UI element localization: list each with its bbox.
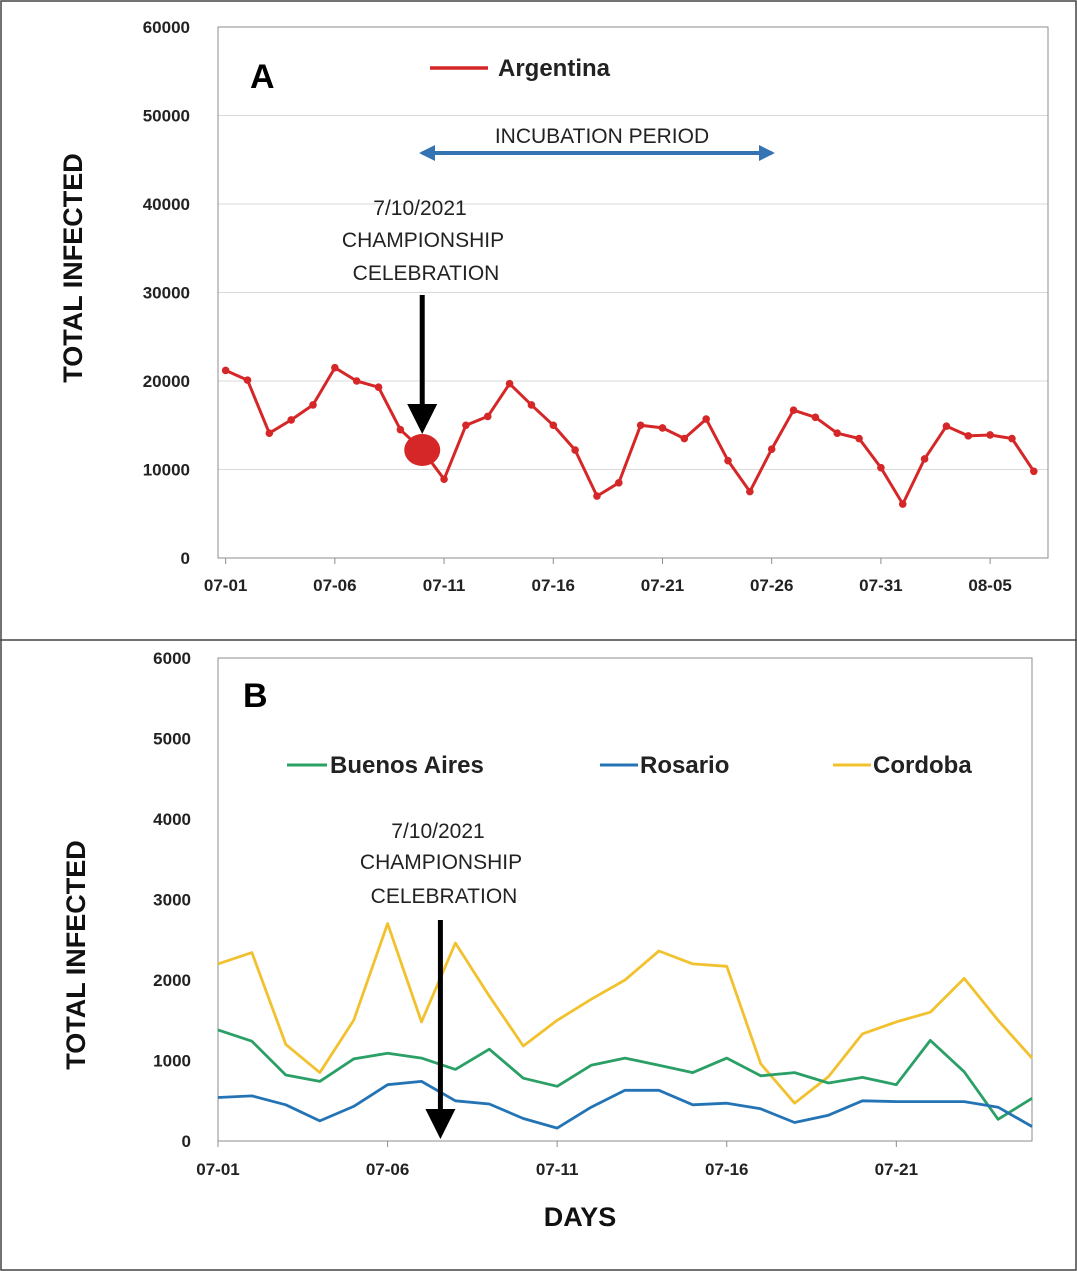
panel-b-x-tick-label: 07-01	[196, 1160, 239, 1179]
data-point-argentina	[877, 463, 885, 472]
panel-a-annotation-date: 7/10/2021	[373, 197, 466, 220]
panel-a-y-tick-label: 30000	[143, 284, 190, 303]
panel-a-plot-area	[217, 26, 1049, 559]
data-point-argentina	[1008, 434, 1016, 443]
data-point-argentina	[855, 434, 863, 443]
data-point-argentina	[833, 429, 842, 438]
legend-label-cordoba: Cordoba	[873, 752, 972, 779]
panel-a-y-tick-label: 50000	[143, 107, 190, 126]
series-line-cordoba	[217, 922, 1034, 1105]
panel-b-y-axis-label: TOTAL INFECTED	[61, 840, 91, 1070]
data-point-argentina	[920, 455, 929, 463]
panel-a-x-tick-label: 07-21	[641, 576, 684, 595]
data-point-argentina	[680, 434, 689, 443]
panel-b-y-tick-label: 4000	[153, 810, 191, 829]
panel-a-label: A	[250, 58, 275, 96]
data-point-argentina	[767, 445, 776, 453]
panel-a-x-tick-label: 07-06	[313, 576, 356, 595]
panel-b-x-tick-label: 07-21	[875, 1160, 918, 1179]
panel-b-y-tick-label: 6000	[153, 649, 191, 668]
panel-a-y-axis-label: TOTAL INFECTED	[58, 153, 88, 383]
data-point-argentina	[265, 429, 274, 438]
panel-b-x-tick-label: 07-06	[366, 1160, 409, 1179]
data-point-argentina	[811, 413, 820, 422]
data-point-argentina	[505, 379, 514, 388]
panel-b-y-tick-label: 5000	[153, 730, 191, 749]
data-point-argentina	[374, 383, 383, 391]
panel-a-x-ticks: 07-01 07-06 07-11 07-16 07-21 07-26 07-31 08-05	[204, 558, 1012, 595]
panel-b-y-tick-label: 0	[182, 1132, 191, 1151]
panel-b-annotation-line-2: CHAMPIONSHIP	[360, 851, 522, 874]
data-point-argentina	[1030, 467, 1038, 476]
panel-a-y-tick-label: 20000	[143, 372, 190, 391]
panel-b-label: B	[243, 677, 268, 715]
data-point-argentina	[746, 487, 754, 496]
celebration-marker	[404, 434, 441, 467]
panel-a-x-tick-label: 07-16	[532, 576, 575, 595]
data-point-argentina	[440, 475, 448, 484]
panel-b-y-tick-label: 3000	[153, 891, 191, 910]
panel-b-y-tick-label: 1000	[153, 1052, 191, 1071]
data-point-argentina	[483, 412, 492, 421]
legend-label-argentina: Argentina	[498, 55, 611, 82]
panel-b-plot-area	[217, 657, 1033, 1142]
panel-b-x-tick-label: 07-16	[705, 1160, 748, 1179]
panel-b-x-axis-label: DAYS	[544, 1202, 617, 1232]
panel-b-x-ticks: 07-01 07-06 07-11 07-16 07-21	[196, 1141, 918, 1179]
data-point-argentina	[287, 416, 295, 424]
data-point-argentina	[724, 456, 732, 465]
data-point-argentina	[527, 401, 536, 409]
panel-a-x-tick-label: 07-01	[204, 576, 247, 595]
panel-b-annotation-line-3: CELEBRATION	[371, 885, 518, 908]
panel-a-x-tick-label: 07-26	[750, 576, 793, 595]
panel-b-series	[217, 922, 1034, 1130]
panel-a-x-tick-label: 07-11	[423, 576, 466, 595]
panel-a-gridlines	[218, 115, 1048, 470]
data-point-argentina	[221, 366, 230, 375]
data-point-argentina	[571, 446, 579, 454]
legend-label-buenos-aires: Buenos Aires	[330, 752, 484, 779]
panel-a-annotation-line-3: CELEBRATION	[353, 262, 500, 285]
data-point-argentina	[331, 363, 339, 372]
data-point-argentina	[636, 421, 645, 430]
data-point-argentina	[396, 425, 405, 434]
panel-b-annotation-date: 7/10/2021	[391, 820, 484, 843]
data-point-argentina	[615, 478, 623, 487]
panel-a-series	[221, 363, 1038, 508]
data-point-argentina	[789, 406, 798, 415]
legend-label-rosario: Rosario	[640, 752, 729, 779]
data-point-argentina	[243, 376, 252, 384]
panel-b-chart: 0 1000 2000 3000 4000 5000 6000 07-01 07-06 07-1…	[61, 649, 1034, 1232]
series-line-rosario	[217, 1080, 1033, 1130]
data-point-argentina	[309, 401, 317, 409]
panel-b-y-tick-label: 2000	[153, 971, 191, 990]
incubation-period-label: INCUBATION PERIOD	[495, 125, 709, 148]
data-point-argentina	[986, 431, 994, 439]
panel-a-y-tick-label: 0	[181, 549, 190, 568]
data-point-argentina	[898, 500, 907, 508]
panel-b-y-ticks: 0 1000 2000 3000 4000 5000 6000	[153, 649, 191, 1151]
data-point-argentina	[658, 424, 667, 432]
panel-b-x-tick-label: 07-11	[536, 1160, 579, 1179]
panel-a-y-tick-label: 10000	[143, 461, 190, 480]
panel-a-y-ticks: 0 10000 20000 30000 40000 50000 60000	[143, 18, 190, 568]
panel-a-x-tick-label: 08-05	[968, 576, 1011, 595]
data-point-argentina	[964, 432, 973, 440]
data-point-argentina	[462, 421, 470, 430]
data-point-argentina	[352, 377, 361, 385]
panel-a-annotation-line-2: CHAMPIONSHIP	[342, 229, 504, 252]
series-line-argentina	[224, 366, 1036, 506]
panel-a-y-tick-label: 40000	[143, 195, 190, 214]
panel-a-x-tick-label: 07-31	[859, 576, 902, 595]
series-line-buenos-aires	[217, 1028, 1033, 1121]
data-point-argentina	[593, 492, 601, 500]
panel-a-y-tick-label: 60000	[143, 18, 190, 37]
data-point-argentina	[702, 415, 710, 423]
data-point-argentina	[549, 421, 558, 430]
data-point-argentina	[942, 422, 951, 430]
